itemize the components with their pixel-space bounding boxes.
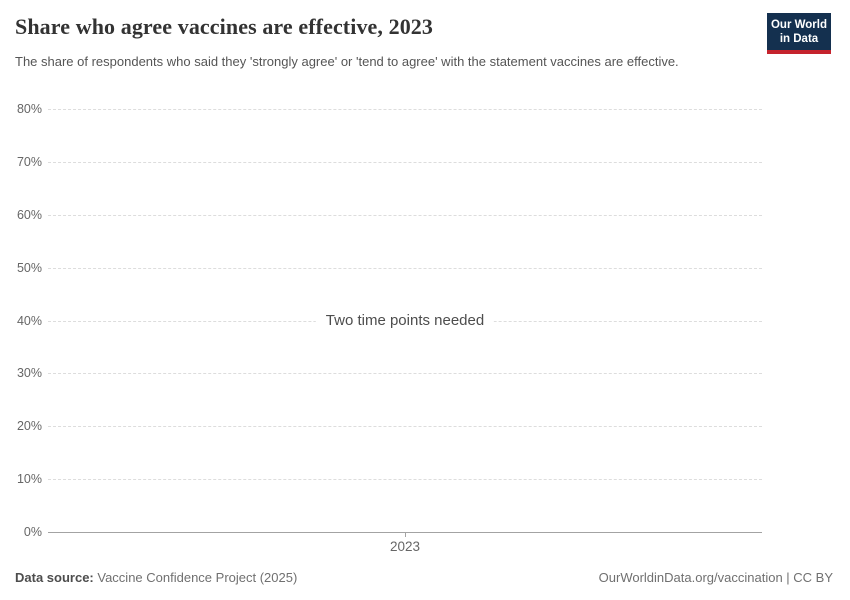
- data-source-label: Data source:: [15, 570, 94, 585]
- y-gridline: [48, 373, 762, 375]
- y-gridline: [48, 214, 762, 216]
- y-axis-tick-label: 80%: [16, 102, 42, 116]
- owid-logo-text-line1: Our World: [770, 19, 827, 31]
- citation-link[interactable]: OurWorldinData.org/vaccination | CC BY: [598, 570, 833, 585]
- y-axis-tick-label: 40%: [16, 313, 42, 328]
- owid-logo[interactable]: Our World in Data: [767, 13, 831, 54]
- y-gridline: [48, 109, 762, 110]
- y-axis-tick-label: 70%: [16, 154, 42, 169]
- y-axis-tick-label: 20%: [16, 419, 42, 434]
- y-axis-tick-label: 60%: [16, 207, 42, 222]
- y-axis-tick-label: 0%: [23, 525, 42, 539]
- empty-state-message: Two time points needed: [315, 311, 495, 330]
- x-axis-tick: [405, 532, 406, 537]
- y-axis-tick-label: 30%: [16, 366, 42, 381]
- chart-subtitle: The share of respondents who said they '…: [15, 54, 679, 69]
- y-gridline: [48, 426, 762, 428]
- y-axis-tick-label: 50%: [16, 260, 42, 275]
- y-gridline: [48, 479, 762, 481]
- y-gridline: [48, 267, 762, 269]
- chart-title: Share who agree vaccines are effective, …: [15, 14, 434, 39]
- owid-logo-text-line2: in Data: [779, 33, 819, 45]
- y-axis-tick-label: 10%: [16, 472, 42, 487]
- data-source: Data source: Vaccine Confidence Project …: [15, 569, 297, 586]
- data-source-value: Vaccine Confidence Project (2025): [97, 570, 298, 585]
- y-gridline: [48, 161, 762, 163]
- x-axis-tick-label: 2023: [389, 539, 421, 554]
